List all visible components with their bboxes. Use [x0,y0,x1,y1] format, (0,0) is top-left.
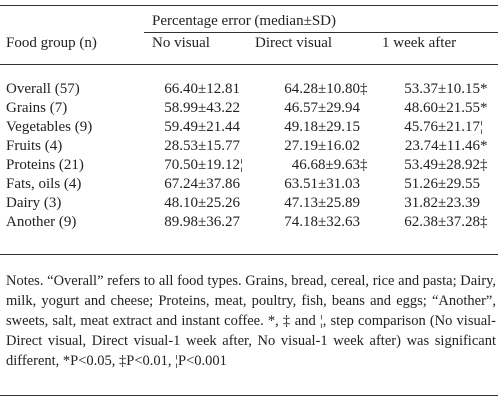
cell-1-week-after: 45.76±21.17¦ [378,118,492,136]
significance-mark: ¦ [480,119,484,135]
cell-direct-visual: 47.13±25.89 [262,194,372,212]
cell-1-week-after: 48.60±21.55* [378,99,492,117]
cell-value: 31.82±23.39 [404,195,480,211]
cell-1-week-after: 51.26±29.55 [378,175,492,193]
significance-mark: * [480,138,488,154]
cell-value: 48.60±21.55 [404,100,480,116]
significance-mark: ‡ [480,214,488,230]
row-label: Fruits (4) [6,138,63,154]
cell-value: 64.28±10.80 [284,81,360,97]
cell-no-visual: 89.98±36.27 [142,213,252,231]
significance-mark: * [480,81,488,97]
cell-no-visual: 48.10±25.26 [142,194,252,212]
cell-1-week-after: 53.49±28.92‡ [378,156,492,174]
cell-value: 53.37±10.15 [404,81,480,97]
top-rule [0,5,498,6]
header-bottom-rule [0,64,498,65]
cell-value: 70.50±19.12 [164,157,240,173]
row-label: Overall (57) [6,81,80,97]
cell-direct-visual: 46.68±9.63‡ [262,156,372,174]
cell-value: 48.10±25.26 [164,195,240,211]
significance-mark: * [480,100,488,116]
column-header-1-week-after: 1 week after [382,35,457,51]
cell-1-week-after: 62.38±37.28‡ [378,213,492,231]
notes-bottom-rule [0,395,498,396]
cell-value: 66.40±12.81 [164,81,240,97]
cell-no-visual: 58.99±43.22 [142,99,252,117]
cell-value: 59.49±21.44 [164,119,240,135]
row-label: Another (9) [6,214,77,230]
column-header-no-visual: No visual [152,35,210,51]
cell-value: 46.68±9.63 [291,157,360,173]
table-bottom-rule [0,254,498,255]
cell-value: 74.18±32.63 [284,214,360,230]
cell-value: 23.74±11.46 [404,138,480,154]
cell-1-week-after: 23.74±11.46* [378,137,492,155]
cell-value: 51.26±29.55 [404,176,480,192]
table-notes: Notes. “Overall” refers to all food type… [6,273,496,369]
row-label: Fats, oils (4) [6,176,82,192]
column-header-direct-visual: Direct visual [255,35,333,51]
cell-value: 58.99±43.22 [164,100,240,116]
cell-1-week-after: 31.82±23.39 [378,194,492,212]
cell-value: 49.18±29.15 [284,119,360,135]
cell-value: 63.51±31.03 [284,176,360,192]
cell-direct-visual: 64.28±10.80‡ [262,80,372,98]
cell-value: 46.57±29.94 [284,100,360,116]
cell-value: 27.19±16.02 [284,138,360,154]
cell-1-week-after: 53.37±10.15* [378,80,492,98]
cell-no-visual: 28.53±15.77 [142,137,252,155]
cell-value: 53.49±28.92 [404,157,480,173]
cell-direct-visual: 63.51±31.03 [262,175,372,193]
cell-value: 62.38±37.28 [404,214,480,230]
row-label: Proteins (21) [6,157,84,173]
cell-no-visual: 59.49±21.44 [142,118,252,136]
cell-direct-visual: 49.18±29.15 [262,118,372,136]
significance-mark: ‡ [360,157,368,173]
cell-no-visual: 67.24±37.86 [142,175,252,193]
cell-value: 28.53±15.77 [164,138,240,154]
cell-no-visual: 70.50±19.12¦ [142,156,252,174]
cell-value: 45.76±21.17 [404,119,480,135]
row-label: Grains (7) [6,100,68,116]
cell-direct-visual: 46.57±29.94 [262,99,372,117]
row-label: Vegetables (9) [6,119,93,135]
cell-no-visual: 66.40±12.81 [142,80,252,98]
significance-mark: ‡ [480,157,488,173]
cell-direct-visual: 74.18±32.63 [262,213,372,231]
span-header: Percentage error (median±SD) [152,13,336,29]
significance-mark: ‡ [360,81,368,97]
row-label: Dairy (3) [6,195,62,211]
span-header-rule [144,32,498,33]
significance-mark: ¦ [240,157,244,173]
cell-value: 47.13±25.89 [284,195,360,211]
cell-direct-visual: 27.19±16.02 [262,137,372,155]
cell-value: 89.98±36.27 [164,214,240,230]
cell-value: 67.24±37.86 [164,176,240,192]
column-header-food-group: Food group (n) [6,35,97,51]
